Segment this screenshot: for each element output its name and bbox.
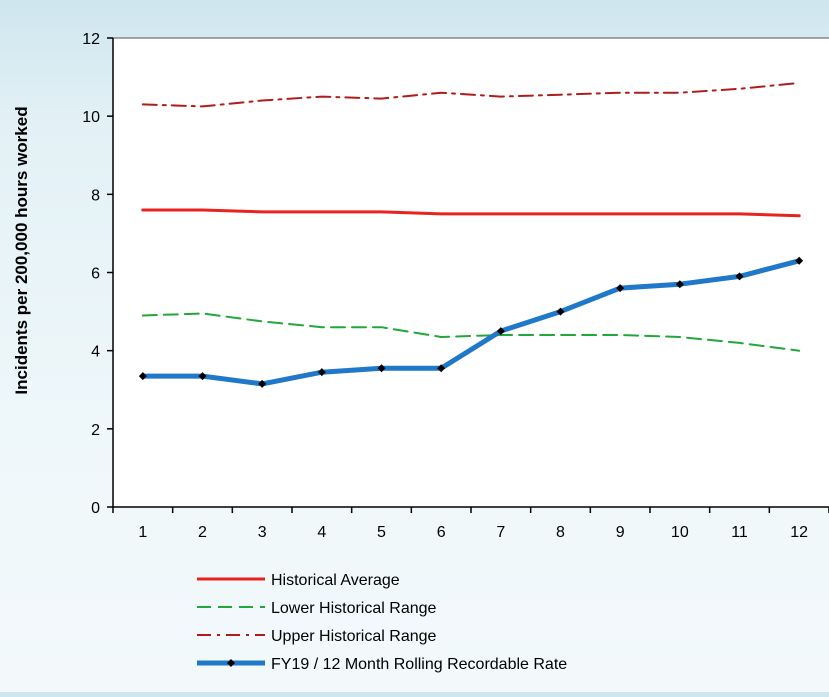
data-point-marker [556,307,565,316]
x-tick-label: 3 [258,524,267,541]
y-tick-label: 6 [91,266,100,283]
data-point-marker [317,368,326,377]
y-tick-label: 0 [91,500,100,517]
data-point-marker [496,327,505,336]
x-tick-label: 4 [317,524,326,541]
legend-label-0: Historical Average [271,572,400,589]
data-point-marker [258,379,267,388]
data-point-marker [795,256,804,265]
legend: Historical Average Lower Historical Range… [197,572,567,673]
x-tick-label: 2 [198,524,207,541]
legend-label-2: Upper Historical Range [271,628,437,645]
y-tick-label: 2 [91,422,100,439]
data-point-marker [377,364,386,373]
x-tick-label: 6 [437,524,446,541]
data-point-marker [138,372,147,381]
data-point-marker [437,364,446,373]
y-tick-label: 8 [91,187,100,204]
x-tick-label: 8 [556,524,565,541]
series-line-1 [141,312,801,352]
x-tick-label: 5 [377,524,386,541]
plot-background [113,38,829,507]
series-line-2 [141,81,801,108]
y-tick-label: 12 [82,31,100,48]
y-tick-label: 10 [82,109,100,126]
x-tick-label: 1 [138,524,147,541]
x-tick-label: 10 [671,524,689,541]
legend-label-1: Lower Historical Range [271,600,437,617]
x-tick-label: 12 [790,524,808,541]
x-tick-label: 11 [731,524,748,541]
data-point-marker [616,284,625,293]
x-tick-label: 7 [496,524,505,541]
data-point-marker [198,372,207,381]
data-point-marker [675,280,684,289]
legend-label-3: FY19 / 12 Month Rolling Recordable Rate [271,656,567,673]
series-line-0 [141,208,801,218]
series-line-3 [140,258,802,387]
data-point-marker [735,272,744,281]
y-tick-label: 4 [91,344,100,361]
y-axis-title: Incidents per 200,000 hours worked [12,106,31,394]
x-tick-label: 9 [616,524,625,541]
legend-marker [227,659,235,667]
